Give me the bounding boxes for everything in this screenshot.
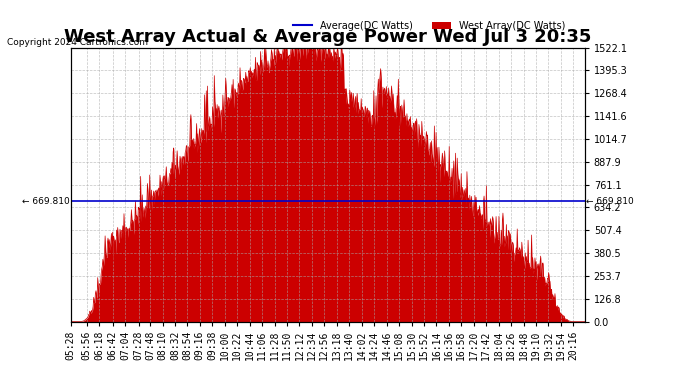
Title: West Array Actual & Average Power Wed Jul 3 20:35: West Array Actual & Average Power Wed Ju… xyxy=(64,28,591,46)
Text: ← 669.810: ← 669.810 xyxy=(22,196,70,206)
Text: Copyright 2024 Cartronics.com: Copyright 2024 Cartronics.com xyxy=(7,38,148,47)
Legend: Average(DC Watts), West Array(DC Watts): Average(DC Watts), West Array(DC Watts) xyxy=(288,17,569,35)
Text: ← 669.810: ← 669.810 xyxy=(586,196,633,206)
